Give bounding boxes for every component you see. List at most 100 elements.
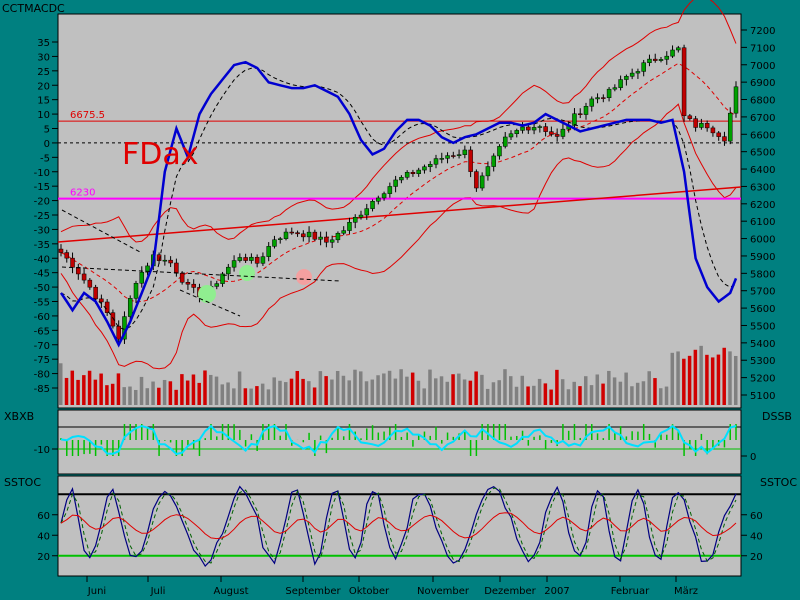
left-tick-label: -30 [34,225,50,236]
candle-body [474,171,479,189]
left-tick-label: -25 [34,211,50,222]
xbxb-series: -10 0 [34,424,756,463]
chart-title: FDax [122,137,199,172]
right-tick-label: 6500 [750,148,775,159]
volume-bar [214,376,219,405]
volume-bar [578,386,582,405]
candle-body [618,79,623,88]
volume-bar [405,376,409,405]
candle-body [243,257,248,261]
right-tick-label: 6100 [750,217,775,228]
candle-body [162,259,168,262]
month-labels: Juni Juli August September Oktober November De… [86,576,698,597]
right-tick-label: 6000 [750,235,775,246]
right-tick-label: 6700 [750,113,775,124]
right-tick-label: 7100 [750,43,775,54]
candle-body [249,256,254,261]
candle-body [439,158,445,160]
decline-line [179,289,241,317]
decline-line [61,209,141,253]
candle-body [116,325,121,340]
sstoc-d-line [60,487,737,564]
right-tick-label: 6400 [750,165,775,176]
volume-bar [128,386,132,405]
candle-body [722,136,727,142]
sstoc-left-tick-label: 60 [37,511,50,522]
volume-bar [232,388,236,405]
sstoc-right-tick-label: 40 [750,531,763,542]
sstoc-right-tick-label: 20 [750,552,763,563]
candle-body [710,127,716,134]
month-label: März [674,586,698,597]
xbxb-indicator-panel [57,409,742,475]
volume-bar [353,369,357,405]
volume-bar [687,355,692,405]
left-tick-label: -40 [34,254,50,265]
candle-body [301,233,306,238]
volume-bar [139,376,144,405]
candle-body [306,231,312,238]
volume-bar [728,351,732,405]
right-tick-label: 5800 [750,269,775,280]
sstoc-right-label: SSTOC [760,476,797,489]
volume-bar [237,371,242,405]
support-line [61,266,341,282]
volume-bar [722,347,726,405]
candle-body [64,252,70,259]
left-tick-label: -85 [34,384,50,395]
candle-body [589,98,595,107]
volume-bar [289,378,294,405]
bollinger-bands [60,0,737,370]
month-label: Dezember [484,586,536,597]
left-tick-label: -10 [34,168,50,179]
left-tick-label: 25 [37,67,50,78]
macd-line [59,60,738,348]
candle-body [289,231,295,234]
left-tick-label: 35 [37,38,50,49]
candle-body [191,283,196,288]
candle-body [699,123,704,128]
candle-body [704,123,710,129]
volume-bar [734,355,738,405]
candle-body [629,72,635,77]
candle-body [76,267,81,275]
left-tick-label: 15 [37,96,50,107]
volume-bar [676,351,680,405]
volume-bar [59,363,63,405]
left-tick-label: -80 [34,370,50,381]
candle-body [139,271,145,284]
candle-body [231,260,237,268]
volume-bar [624,372,628,405]
volume-bar [278,380,282,405]
right-tick-label: 6300 [750,182,775,193]
candle-body [606,88,612,98]
volume-bar [491,382,496,405]
volume-bar [116,373,121,405]
left-tick-label: -45 [34,269,50,280]
volume-bar [410,372,415,405]
sstoc-left-tick-label: 40 [37,531,50,542]
month-label: Juli [150,586,166,597]
right-tick-label: 6600 [750,130,775,141]
sstoc-left-tick-label: 20 [37,552,50,563]
volume-bar [699,345,703,405]
right-tick-label: 7200 [750,26,775,37]
axis-ticks: 35 30 25 20 15 10 5 0 -5 -10 -15 -20 -25 -30 -35 -40 -45… [34,26,776,402]
volume-bar [520,375,525,405]
candle-body [531,127,537,131]
sstoc-right-tick-label: 60 [750,511,763,522]
volume-bar [693,349,698,405]
candle-body [445,155,450,159]
volume-bar [647,371,651,405]
right-tick-label: 7000 [750,61,775,72]
candle-body [335,232,341,241]
volume-bar [537,378,542,405]
level-label: 6230 [70,188,95,199]
right-tick-label: 6200 [750,200,775,211]
candle-body [502,136,508,147]
dssb-tick-label: 0 [750,452,756,463]
window-title: CCTMACDC [2,2,65,15]
volume-bar [162,379,167,405]
left-tick-label: -20 [34,197,50,208]
volume-bar [174,389,178,405]
